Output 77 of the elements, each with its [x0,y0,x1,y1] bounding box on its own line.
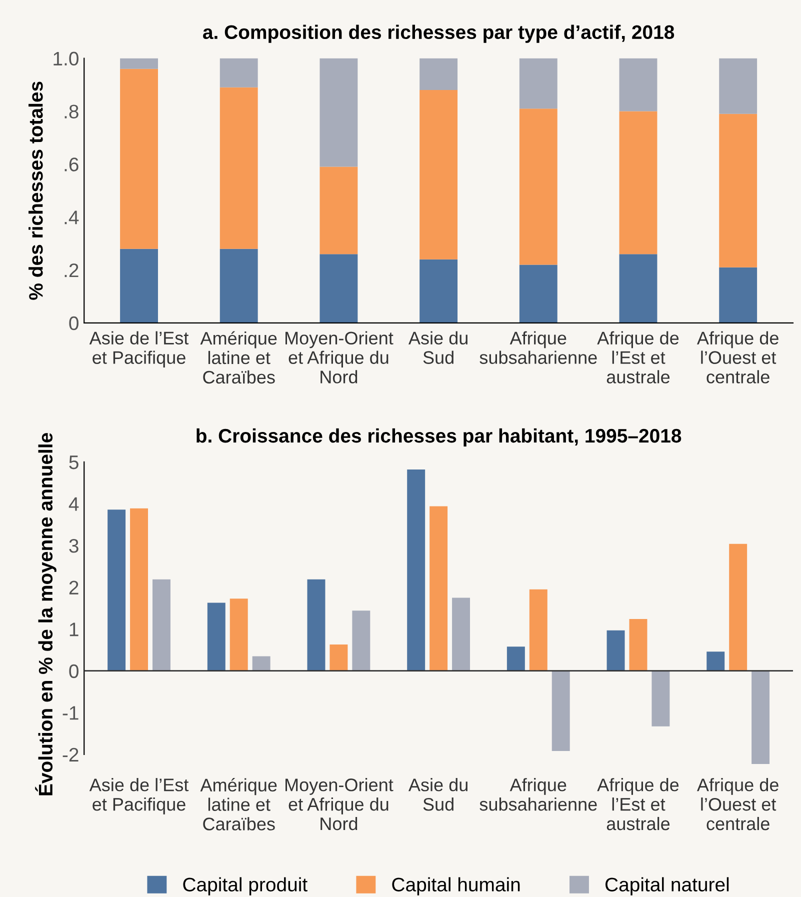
bar [506,646,525,671]
bar [706,652,725,671]
bar [352,610,370,671]
bar [519,58,558,109]
bar [330,644,348,671]
y-tick-label: 0 [69,316,78,330]
bar [519,108,558,265]
bar [719,114,758,268]
chart-title: b. Croissance des richesses par habitant, 1995–2018 [196,428,682,447]
y-tick-label: .8 [64,104,78,118]
x-tick-label: Asie de l’Est et Pacifique [89,778,189,814]
y-tick-label: 4 [68,497,79,511]
y-tick-label: 0 [69,664,78,678]
bar [120,248,158,323]
bar [152,579,170,671]
x-tick-label: Asie du Sud [408,778,468,811]
bar [120,68,158,249]
bar [529,589,548,671]
bar [629,619,648,671]
y-axis-title: Évolution en % de la moyenne annuelle [35,433,56,796]
bar [307,579,326,671]
bar [407,469,426,671]
bar [130,508,148,671]
bar [752,670,770,764]
x-tick-label: Moyen-Orient et Afrique du Nord [286,778,394,830]
y-tick-label: -2 [62,748,78,762]
y-tick-label: 1.0 [54,52,78,66]
bar [207,602,226,671]
bar [719,58,758,114]
y-tick-label: 1 [70,622,78,636]
bar [220,248,258,323]
bar [606,630,625,671]
y-tick-label: -1 [62,706,78,720]
x-tick-label: Amérique latine et Caraïbes [200,778,277,830]
x-tick-label: Afrique de l’Ouest et centrale [696,778,778,830]
bar [519,264,558,323]
bar [552,670,570,752]
x-tick-label: Asie de l’Est et Pacifique [89,331,189,368]
y-tick-label: .4 [64,210,79,224]
x-tick-label: Afrique de l’Est et australe [597,331,679,384]
bar [619,254,658,323]
bar [320,254,358,323]
x-tick-label: Afrique de l’Ouest et centrale [696,331,778,384]
bar [729,544,748,671]
x-tick-label: Afrique subsaharienne [480,331,597,364]
bar [652,670,670,726]
bar [320,166,358,254]
bar [719,267,758,323]
x-tick-label: Afrique de l’Est et australe [597,778,679,830]
y-axis-title: % des richesses totales [28,82,43,300]
y-tick-label: .2 [64,263,78,278]
bar [430,506,448,671]
bar [420,90,458,260]
legend-label: Capital humain [392,877,520,896]
legend-label: Capital produit [183,877,308,896]
bar [619,58,658,112]
y-tick-label: 5 [69,456,78,470]
x-tick-label: Moyen-Orient et Afrique du Nord [286,331,394,384]
y-tick-label: 2 [69,580,78,594]
bar [320,58,358,167]
y-tick-label: 3 [69,538,78,553]
x-tick-label: Afrique subsaharienne [480,778,597,811]
bar [220,58,258,88]
bar [420,259,458,323]
x-tick-label: Amérique latine et Caraïbes [200,331,277,384]
bar [230,598,248,671]
bar [120,58,158,69]
legend-label: Capital naturel [605,877,729,896]
bar [252,656,270,671]
x-tick-label: Asie du Sud [408,331,468,364]
bar [220,87,258,249]
y-tick-label: .6 [64,158,78,172]
bar [420,58,458,90]
chart-title: a. Composition des richesses par type d’actif, 2018 [203,24,674,43]
bar [108,510,126,671]
bar [619,111,658,254]
bar [452,598,470,671]
